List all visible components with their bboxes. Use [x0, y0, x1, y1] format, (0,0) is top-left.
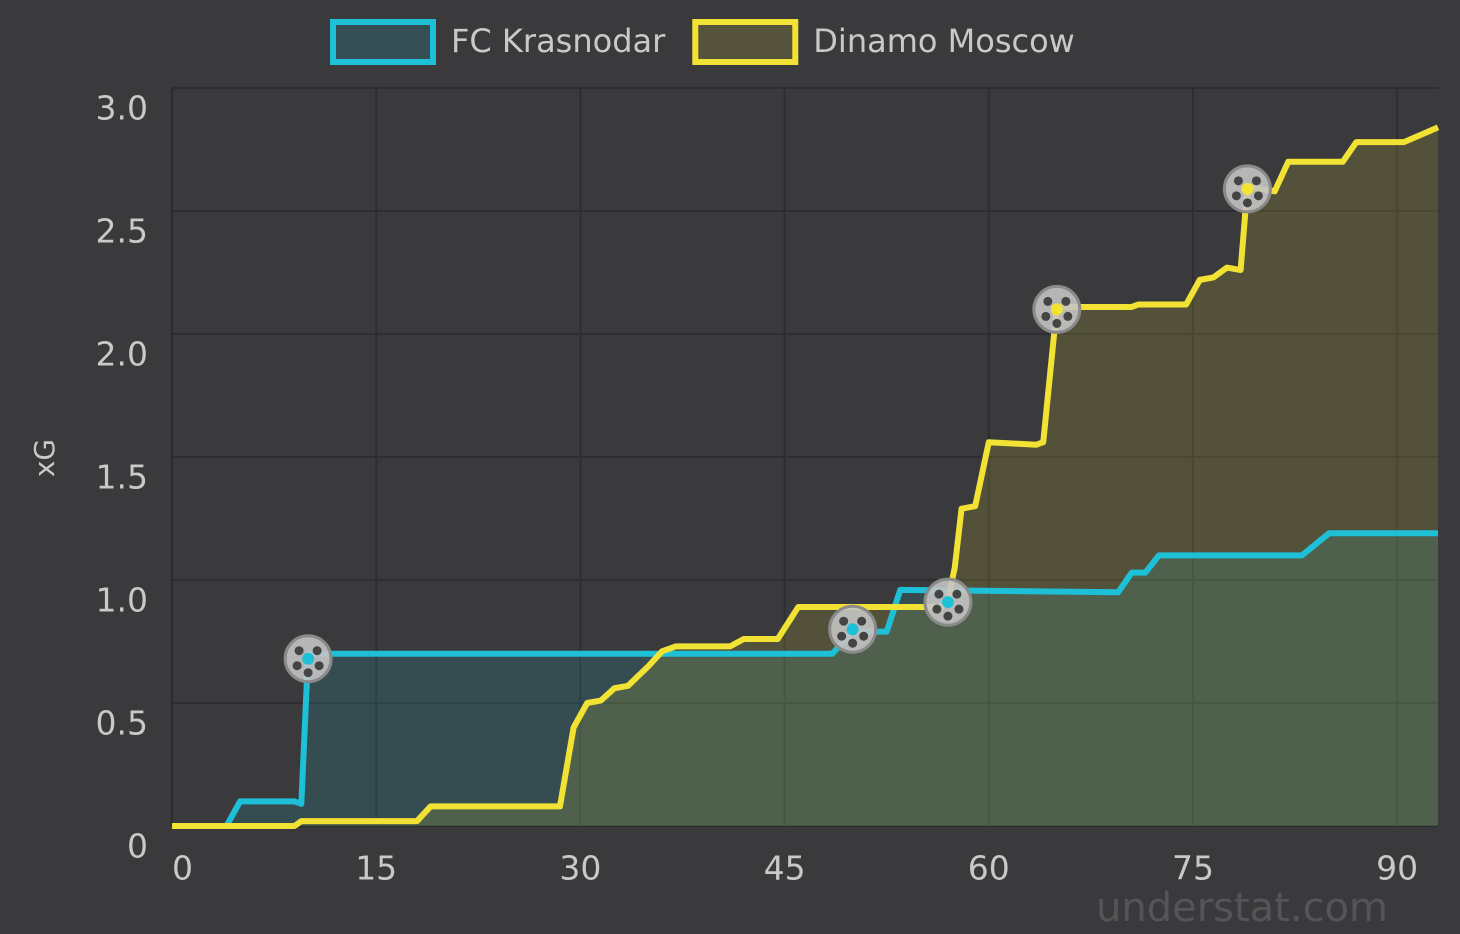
y-tick-label: 3.0 [96, 89, 148, 128]
goal-icon-patch [294, 646, 304, 656]
y-tick-label: 1.0 [96, 581, 148, 620]
y-axis-label: xG [28, 439, 61, 477]
goal-icon-patch [1253, 191, 1263, 201]
goal-icon-patch [954, 604, 964, 614]
goal-icon-patch [312, 646, 322, 656]
y-tick-label: 2.0 [96, 335, 148, 374]
goal-icon-patch [1061, 296, 1071, 306]
goal-icon-patch [1052, 318, 1062, 328]
y-tick-label: 1.5 [96, 458, 148, 497]
goal-icon-patch [839, 616, 849, 626]
legend-label: FC Krasnodar [451, 22, 666, 60]
goal-icon-patch [837, 631, 847, 641]
y-tick-label: 2.5 [96, 212, 148, 251]
watermark: understat.com [1096, 885, 1388, 931]
goal-icon-center [846, 623, 859, 636]
x-tick-label: 90 [1376, 849, 1418, 888]
goal-icon-patch [314, 661, 324, 671]
y-tick-label: 0 [127, 827, 148, 866]
x-tick-label: 75 [1172, 849, 1214, 888]
goal-icon-patch [943, 611, 953, 621]
goal-icon-patch [1242, 198, 1252, 208]
goal-icon-patch [952, 589, 962, 599]
goal-icon-patch [292, 661, 302, 671]
goal-icon-patch [1251, 176, 1261, 186]
goal-icon-patch [859, 631, 869, 641]
goal-icon-patch [857, 616, 867, 626]
goal-icon-patch [1041, 311, 1051, 321]
legend-swatch [330, 19, 436, 65]
xg-line [172, 530, 1438, 829]
goal-icon-patch [1233, 176, 1243, 186]
goal-icon-patch [303, 668, 313, 678]
goal-icon-center [302, 652, 315, 665]
xg-line [172, 124, 1440, 829]
x-tick-label: 60 [968, 849, 1010, 888]
goal-icon-patch [1043, 296, 1053, 306]
legend-swatch [692, 19, 799, 65]
area-fill [172, 533, 1438, 826]
area-fill [172, 127, 1438, 827]
goal-icon-patch [934, 589, 944, 599]
x-tick-label: 15 [355, 849, 397, 888]
legend-label: Dinamo Moscow [813, 22, 1075, 60]
x-tick-label: 45 [764, 849, 806, 888]
x-tick-label: 0 [172, 849, 193, 888]
goal-icon-patch [1231, 191, 1241, 201]
goal-icon-patch [848, 638, 858, 648]
goal-icon-center [1050, 303, 1063, 316]
goal-icon-patch [932, 604, 942, 614]
goal-icon-patch [1063, 311, 1073, 321]
goal-icon-center [941, 596, 954, 609]
goal-icon-center [1241, 182, 1254, 195]
x-tick-label: 30 [559, 849, 601, 888]
y-tick-label: 0.5 [96, 704, 148, 743]
